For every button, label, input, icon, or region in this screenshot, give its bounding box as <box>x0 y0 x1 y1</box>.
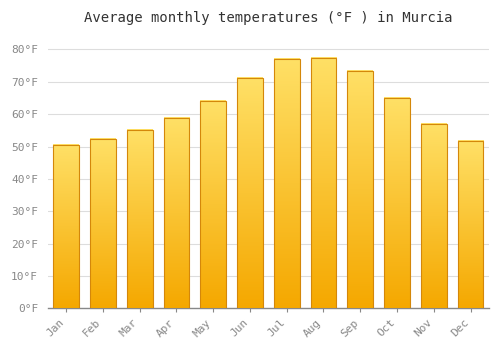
Bar <box>274 59 299 308</box>
Bar <box>421 124 446 308</box>
Bar <box>237 78 263 308</box>
Bar <box>458 141 483 308</box>
Bar <box>348 71 373 308</box>
Title: Average monthly temperatures (°F ) in Murcia: Average monthly temperatures (°F ) in Mu… <box>84 11 452 25</box>
Bar <box>127 130 152 308</box>
Bar <box>310 57 336 308</box>
Bar <box>200 101 226 308</box>
Bar <box>54 145 79 308</box>
Bar <box>90 139 116 308</box>
Bar <box>384 98 410 308</box>
Bar <box>164 118 190 308</box>
